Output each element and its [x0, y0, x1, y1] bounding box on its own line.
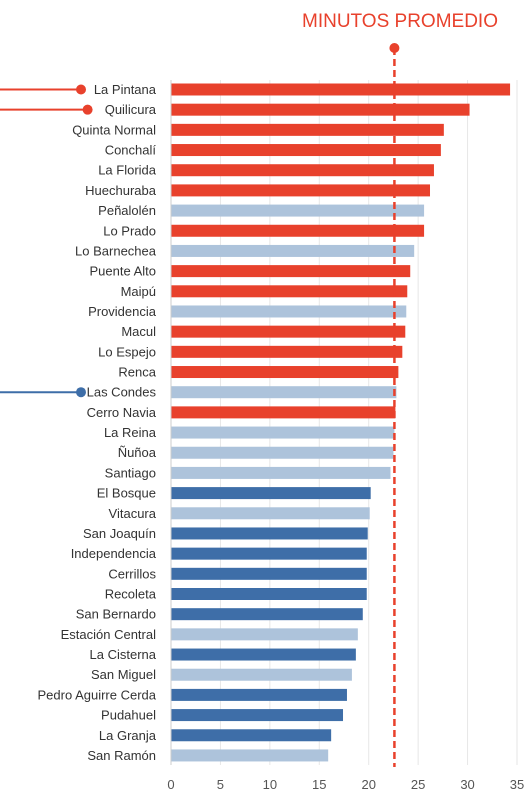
category-label: La Granja	[99, 728, 157, 743]
x-tick-label: 0	[167, 777, 174, 792]
category-label: Puente Alto	[90, 264, 157, 279]
category-label: Macul	[121, 324, 156, 339]
bar	[171, 224, 425, 237]
bar	[171, 628, 358, 641]
category-label: Providencia	[88, 304, 157, 319]
grid-lines	[170, 80, 518, 765]
category-label: Peñalolén	[98, 203, 156, 218]
pointer-dot	[82, 104, 93, 115]
bar	[171, 729, 332, 742]
category-label: Quinta Normal	[72, 122, 156, 137]
category-label: El Bosque	[97, 486, 156, 501]
category-label: Quilicura	[105, 102, 157, 117]
category-label: Vitacura	[109, 506, 157, 521]
bar	[171, 305, 407, 318]
category-label: La Florida	[98, 163, 157, 178]
category-label: Cerrillos	[108, 566, 156, 581]
x-tick-label: 5	[217, 777, 224, 792]
x-tick-label: 25	[411, 777, 425, 792]
bar	[171, 709, 344, 722]
bar	[171, 507, 370, 520]
bar	[171, 426, 395, 439]
category-label: Recoleta	[105, 587, 157, 602]
bar	[171, 547, 367, 560]
bar	[171, 103, 470, 116]
pointer-dot	[76, 387, 86, 398]
bar	[171, 325, 406, 338]
category-labels: La Pintana Quilicura Quinta Normal Conchalí…	[37, 82, 156, 763]
category-label: Lo Prado	[103, 223, 156, 238]
category-label: San Joaquín	[83, 526, 156, 541]
bar	[171, 244, 415, 257]
category-label: La Cisterna	[90, 647, 157, 662]
category-label: Huechuraba	[85, 183, 157, 198]
bar	[171, 648, 356, 661]
pointer-dot	[76, 84, 86, 95]
bar	[171, 184, 431, 197]
category-label: Pedro Aguirre Cerda	[37, 687, 156, 702]
bar	[171, 144, 441, 157]
bar	[171, 588, 367, 600]
category-label: San Miguel	[91, 667, 156, 682]
category-label: Santiago	[105, 465, 156, 480]
x-tick-label: 30	[460, 777, 474, 792]
x-tick-label: 15	[312, 777, 326, 792]
average-marker: MINUTOS PROMEDIO	[302, 11, 498, 767]
bar	[171, 386, 397, 399]
bar	[171, 749, 329, 762]
category-label: Renca	[118, 365, 156, 380]
bar	[171, 487, 371, 500]
highlight-pointers	[0, 84, 93, 398]
category-label: Pudahuel	[101, 708, 156, 723]
bar	[171, 608, 363, 621]
x-tick-label: 20	[361, 777, 375, 792]
category-label: Las Condes	[87, 385, 157, 400]
category-label: Ñuñoa	[118, 445, 157, 460]
bar	[171, 527, 368, 540]
bar	[171, 366, 399, 379]
category-label: Conchalí	[105, 143, 157, 158]
category-label: Maipú	[121, 284, 156, 299]
category-label: Lo Espejo	[98, 344, 156, 359]
bar	[171, 446, 394, 459]
category-label: Lo Barnechea	[75, 243, 157, 258]
bar	[171, 668, 352, 681]
bar	[171, 345, 403, 358]
category-label: Cerro Navia	[87, 405, 157, 420]
bar	[171, 204, 425, 217]
chart-title: MINUTOS PROMEDIO	[302, 11, 498, 32]
x-tick-label: 10	[263, 777, 277, 792]
average-dot	[389, 43, 400, 53]
bar	[171, 688, 347, 701]
bar	[171, 567, 367, 580]
bar	[171, 164, 434, 177]
bar	[171, 285, 408, 298]
category-label: San Ramón	[87, 748, 156, 763]
bar	[171, 123, 444, 136]
bar	[171, 466, 391, 479]
x-tick-label: 35	[510, 777, 524, 792]
bars	[171, 83, 511, 762]
category-label: La Pintana	[94, 82, 157, 97]
category-label: Estación Central	[61, 627, 156, 642]
x-axis-ticks: 0 5 10 15 20 25 30 35	[167, 777, 524, 792]
bar	[171, 265, 411, 278]
category-label: Independencia	[71, 546, 157, 561]
category-label: San Bernardo	[76, 607, 156, 622]
category-label: La Reina	[104, 425, 157, 440]
bar	[171, 406, 396, 419]
bar	[171, 83, 511, 96]
